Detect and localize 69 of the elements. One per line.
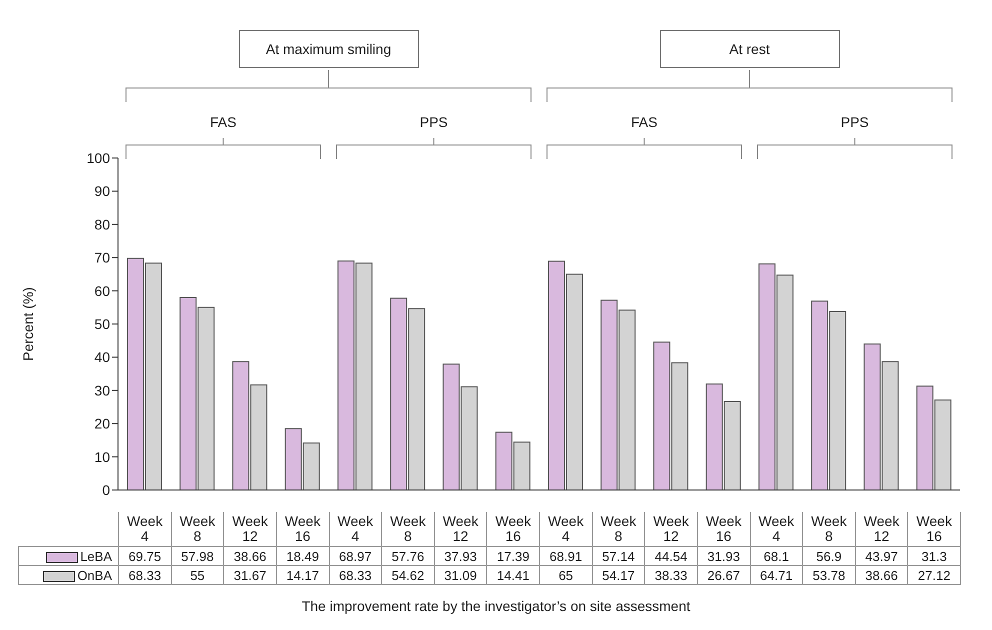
data-label: 31.09 [434, 566, 487, 584]
data-label: 38.66 [224, 546, 276, 566]
x-tick-label: Week 8 [802, 512, 856, 546]
y-tick-label: 70 [94, 250, 110, 266]
x-tick-label: Week 4 [540, 512, 592, 546]
text: PPS [840, 114, 870, 130]
x-tick-label: Week 4 [329, 512, 382, 546]
text: At maximum smiling [238, 30, 418, 68]
x-tick-label: Week 4 [750, 512, 803, 546]
data-label: 14.41 [486, 566, 540, 584]
x-tick-label: Week 12 [434, 512, 487, 546]
x-tick-label: Week 12 [644, 512, 698, 546]
x-tick-label: Week 16 [697, 512, 750, 546]
x-tick-label: Week 12 [224, 512, 276, 546]
data-label: 37.93 [434, 546, 487, 566]
legend-label: LeBA [80, 548, 112, 564]
x-tick-label: Week 16 [908, 512, 960, 546]
data-label: 54.62 [382, 566, 434, 584]
x-axis-title: The improvement rate by the investigator’s on site assessment [300, 598, 692, 614]
data-label: 43.97 [855, 546, 908, 566]
data-label: 65 [540, 566, 592, 584]
data-label: 14.17 [276, 566, 329, 584]
y-tick-label: 50 [94, 316, 110, 332]
data-label: 68.91 [540, 546, 592, 566]
y-tick-label: 40 [94, 349, 110, 366]
data-label: 68.33 [118, 566, 172, 584]
y-tick-label: 0 [102, 482, 110, 498]
y-tick-label: 30 [94, 382, 110, 398]
x-tick-label: Week 8 [171, 512, 224, 546]
data-label: 44.54 [644, 546, 698, 566]
data-label: 17.39 [486, 546, 540, 566]
x-tick-label: Week 16 [276, 512, 329, 546]
data-label: 57.98 [171, 546, 224, 566]
text: At rest [660, 30, 840, 68]
data-label: 68.97 [329, 546, 382, 566]
data-label: 26.67 [697, 566, 750, 584]
data-label: 31.67 [224, 566, 276, 584]
data-label: 69.75 [118, 546, 172, 566]
y-tick-label: 90 [94, 183, 110, 200]
y-tick-label: 20 [94, 416, 110, 432]
data-label: 18.49 [276, 546, 329, 566]
y-tick-label: 100 [86, 150, 110, 166]
x-tick-label: Week 12 [855, 512, 908, 546]
data-label: 54.17 [592, 566, 645, 584]
data-label: 38.66 [855, 566, 908, 584]
y-tick-label: 80 [94, 216, 110, 232]
text: FAS [630, 114, 658, 130]
legend-label: OnBA [77, 568, 112, 582]
data-label: 57.14 [592, 546, 645, 566]
y-axis-title: Percent (%) [20, 287, 36, 361]
y-tick-label: 10 [94, 448, 110, 465]
x-tick-label: Week 8 [592, 512, 645, 546]
data-label: 31.3 [908, 546, 960, 566]
x-tick-label: Week 4 [118, 512, 172, 546]
data-label: 68.33 [329, 566, 382, 584]
data-label: 38.33 [644, 566, 698, 584]
data-label: 57.76 [382, 546, 434, 566]
data-label: 31.93 [697, 546, 750, 566]
y-tick-label: 60 [94, 282, 110, 299]
data-label: 64.71 [750, 566, 803, 584]
x-tick-label: Week 16 [486, 512, 540, 546]
text: PPS [418, 114, 449, 130]
data-label: 27.12 [908, 566, 960, 584]
x-tick-label: Week 8 [382, 512, 434, 546]
data-label: 68.1 [750, 546, 803, 566]
data-label: 53.78 [802, 566, 856, 584]
text: FAS [209, 114, 238, 130]
data-label: 56.9 [802, 546, 856, 566]
data-label: 55 [171, 566, 224, 584]
